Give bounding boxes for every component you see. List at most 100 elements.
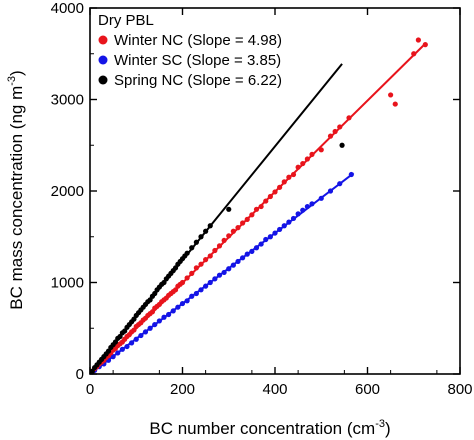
x-tick-label-4: 800 — [447, 381, 472, 398]
point-s1-37 — [258, 241, 264, 247]
point-s1-42 — [281, 223, 287, 229]
point-s0-57 — [263, 198, 269, 204]
point-s0-63 — [290, 171, 297, 178]
data-points — [89, 37, 428, 375]
point-s0-50 — [230, 228, 236, 234]
point-s0-49 — [226, 233, 232, 239]
y-tick-label-3: 3000 — [51, 92, 84, 109]
point-s1-30 — [226, 266, 232, 272]
y-tick-label-1: 1000 — [51, 275, 84, 292]
point-s0-51 — [235, 225, 241, 231]
legend-label-2: Spring NC (Slope = 6.22) — [114, 72, 282, 89]
x-tick-label-2: 400 — [262, 381, 287, 398]
point-s0-44 — [203, 257, 209, 263]
x-axis-label: BC number concentration (cm-3) — [149, 418, 390, 438]
point-s1-34 — [244, 251, 250, 257]
point-s0-58 — [267, 193, 273, 200]
y-tick-label-2: 2000 — [51, 183, 84, 200]
point-s0-56 — [258, 203, 264, 210]
point-s0-52 — [240, 220, 246, 226]
point-s1-14 — [152, 321, 158, 328]
point-s1-7 — [119, 346, 125, 352]
point-s0-40 — [184, 275, 190, 281]
point-s1-31 — [230, 262, 236, 268]
point-s1-11 — [138, 332, 144, 339]
point-s1-15 — [156, 318, 162, 324]
y-tick-label-0: 0 — [76, 366, 84, 383]
point-s2-43 — [193, 239, 199, 245]
point-s0-77 — [422, 42, 428, 48]
point-s0-64 — [295, 164, 301, 170]
ticks: 0 200 400 600 800 0 1000 2000 3000 4000 — [51, 0, 473, 398]
point-s2-48 — [339, 142, 345, 148]
point-s0-48 — [221, 237, 227, 244]
point-s0-41 — [189, 270, 195, 276]
point-s2-42 — [189, 245, 195, 251]
y-tick-label-4: 4000 — [51, 0, 84, 17]
point-s0-42 — [193, 265, 199, 271]
point-s0-67 — [309, 151, 315, 157]
y-axis-label: BC mass concentration (ng m-3) — [6, 70, 26, 309]
legend: Dry PBL Winter NC (Slope = 4.98) Winter SC… — [98, 12, 282, 89]
point-s1-32 — [235, 258, 241, 265]
legend-title: Dry PBL — [98, 12, 154, 29]
point-s0-54 — [249, 212, 255, 218]
point-s1-21 — [184, 298, 190, 304]
point-s1-45 — [295, 211, 301, 217]
point-s2-45 — [203, 228, 209, 234]
point-s1-51 — [337, 181, 343, 187]
point-s0-75 — [411, 51, 417, 57]
point-s0-45 — [207, 253, 213, 259]
point-s2-41 — [184, 250, 190, 256]
point-s1-29 — [221, 269, 227, 276]
point-s0-60 — [277, 184, 283, 190]
point-s1-48 — [309, 201, 315, 207]
point-s1-8 — [124, 343, 130, 350]
point-s1-47 — [304, 203, 310, 210]
point-s2-46 — [207, 223, 213, 229]
point-s1-49 — [318, 195, 324, 201]
point-s1-13 — [147, 325, 153, 331]
legend-label-0: Winter NC (Slope = 4.98) — [114, 32, 282, 49]
point-s1-9 — [129, 340, 135, 346]
point-s1-22 — [189, 293, 195, 299]
point-s0-55 — [253, 206, 260, 212]
point-s1-25 — [203, 283, 209, 289]
point-s1-23 — [193, 290, 199, 297]
point-s1-38 — [263, 236, 269, 243]
point-s1-18 — [170, 308, 176, 314]
point-s0-76 — [415, 37, 421, 43]
point-s1-27 — [212, 276, 218, 282]
point-s0-72 — [346, 115, 352, 121]
point-s0-71 — [337, 124, 343, 130]
point-s1-17 — [166, 311, 172, 318]
x-tick-label-3: 600 — [355, 381, 380, 398]
point-s0-68 — [318, 147, 324, 153]
point-s1-35 — [249, 248, 255, 254]
legend-label-1: Winter SC (Slope = 3.85) — [114, 52, 281, 69]
point-s0-69 — [327, 133, 334, 139]
point-s1-46 — [300, 207, 306, 213]
point-s0-47 — [216, 243, 223, 249]
point-s1-10 — [133, 336, 139, 342]
point-s1-26 — [207, 279, 213, 286]
point-s0-59 — [272, 189, 278, 195]
point-s0-61 — [281, 179, 287, 185]
x-tick-label-0: 0 — [86, 381, 94, 398]
legend-marker-1 — [98, 55, 108, 65]
point-s1-44 — [290, 215, 297, 222]
point-s0-74 — [392, 101, 398, 107]
point-s0-43 — [198, 261, 204, 267]
point-s1-39 — [267, 234, 273, 240]
point-s1-43 — [286, 219, 292, 225]
point-s1-19 — [175, 304, 181, 310]
point-s1-41 — [277, 226, 283, 233]
legend-marker-0 — [98, 35, 108, 45]
point-s0-62 — [286, 174, 292, 180]
point-s1-50 — [327, 188, 334, 194]
point-s0-70 — [332, 128, 338, 135]
point-s1-40 — [272, 230, 278, 236]
point-s1-12 — [142, 329, 149, 335]
point-s2-47 — [226, 206, 232, 212]
